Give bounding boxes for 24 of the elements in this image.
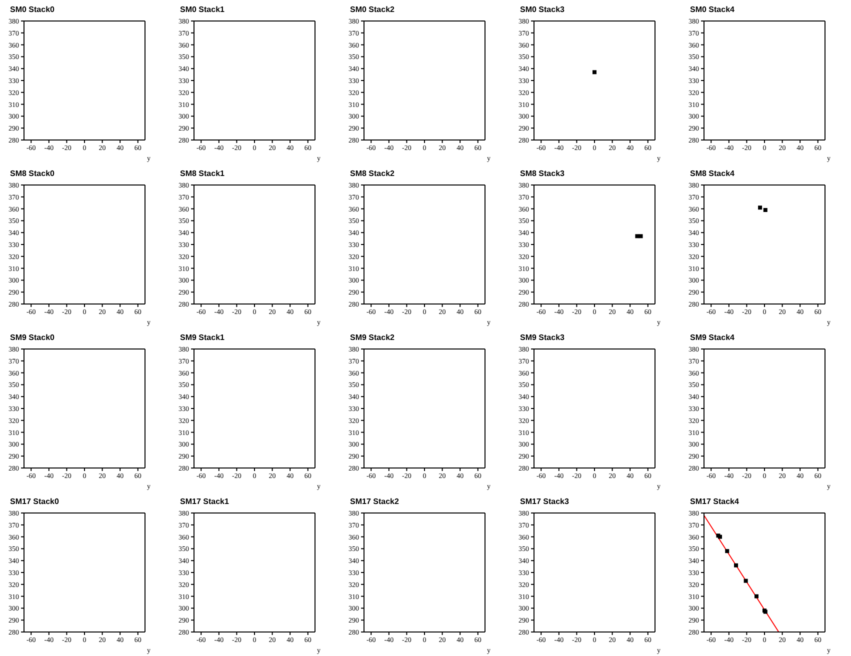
chart-title: SM9 Stack0 xyxy=(10,333,54,342)
point xyxy=(725,549,730,554)
point xyxy=(754,594,758,598)
chart-title: SM9 Stack4 xyxy=(690,333,734,342)
chart-title: SM0 Stack3 xyxy=(520,5,564,14)
chart-title: SM9 Stack2 xyxy=(350,333,394,342)
chart-title: SM8 Stack3 xyxy=(520,169,564,178)
chart-title: SM0 Stack2 xyxy=(350,5,394,14)
chart-title: SM9 Stack3 xyxy=(520,333,564,342)
point xyxy=(744,578,748,583)
chart-title: SM9 Stack1 xyxy=(180,333,224,342)
chart-title: SM8 Stack4 xyxy=(690,169,734,178)
chart-title: SM17 Stack3 xyxy=(520,497,569,506)
chart-title: SM17 Stack4 xyxy=(690,497,739,506)
chart-title: SM0 Stack0 xyxy=(10,5,54,14)
chart-title: SM0 Stack1 xyxy=(180,5,224,14)
chart-title: SM17 Stack1 xyxy=(180,497,229,506)
chart-title: SM17 Stack2 xyxy=(350,497,399,506)
point xyxy=(734,563,738,568)
chart-title: SM17 Stack0 xyxy=(10,497,59,506)
chart-title: SM8 Stack1 xyxy=(180,169,224,178)
chart-title: SM8 Stack0 xyxy=(10,169,54,178)
chart-title: SM0 Stack4 xyxy=(690,5,734,14)
chart-title: SM8 Stack2 xyxy=(350,169,394,178)
